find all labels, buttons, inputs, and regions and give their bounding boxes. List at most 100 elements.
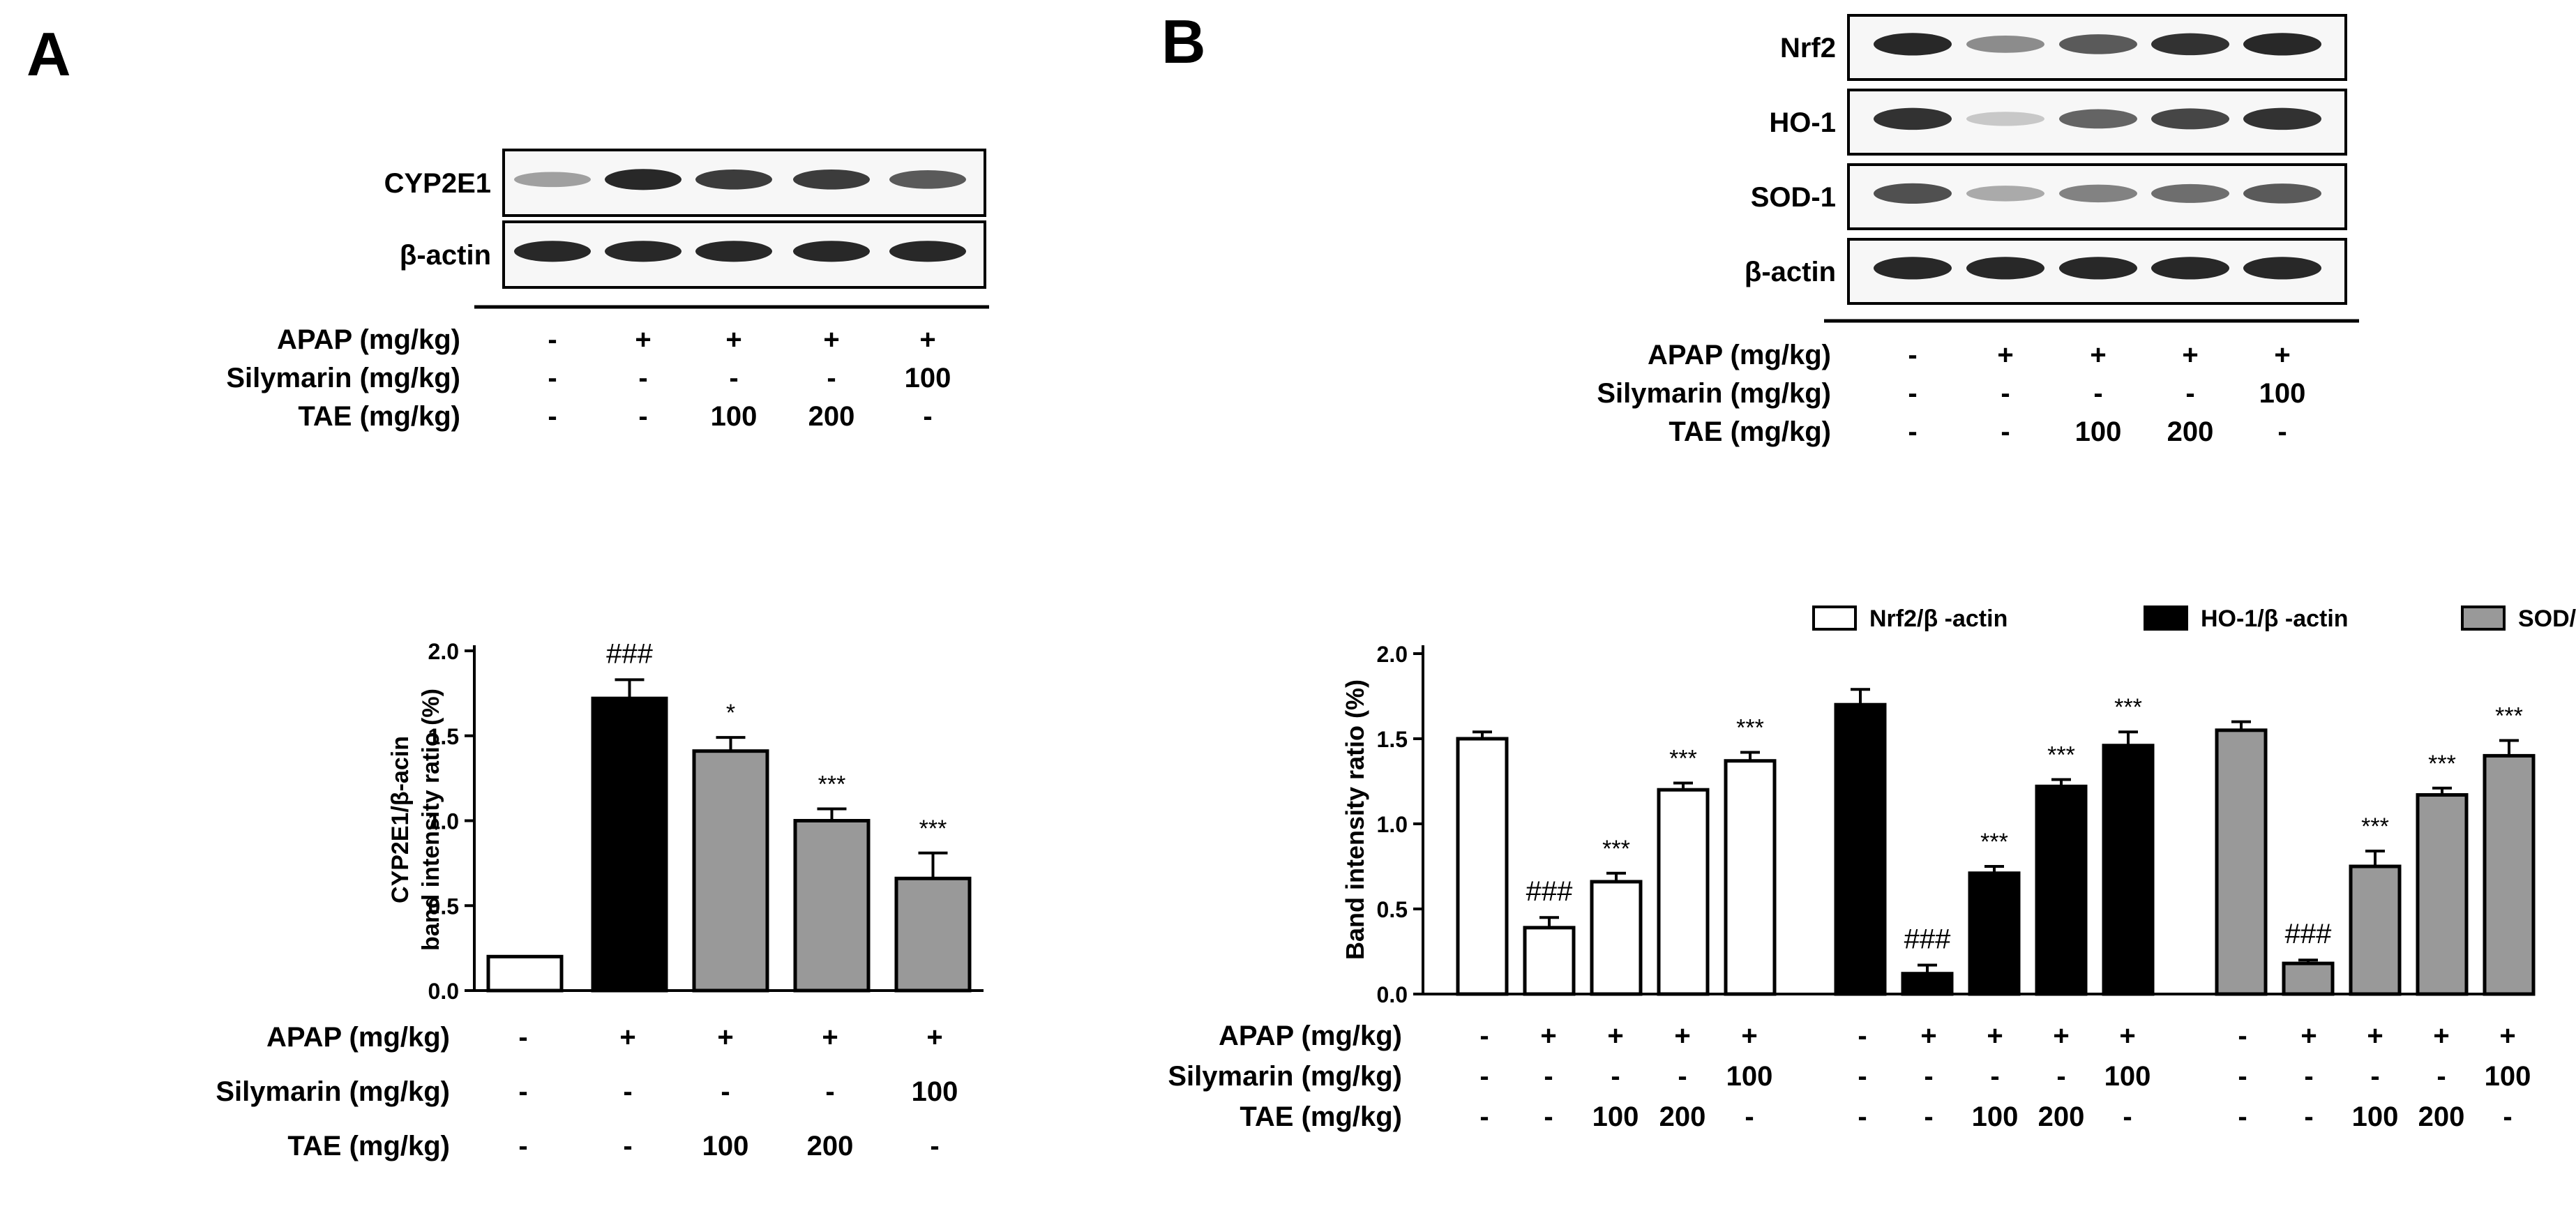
treatment-cell: 100 — [1726, 1061, 1773, 1092]
treatment-cell: 200 — [808, 401, 855, 432]
treatment-cell: - — [2503, 1101, 2512, 1132]
treatment-cell: - — [1479, 1101, 1489, 1132]
blot-band — [793, 169, 870, 190]
y-axis-label-line: CYP2E1/β-acin — [387, 736, 414, 903]
treatment-cell: - — [2001, 416, 2010, 447]
treatment-cell: - — [930, 1131, 939, 1161]
chart-b: 0.0 0.5 1.0 1.5 2.0 ### *** *** *** ### *** *** *** #… — [1341, 606, 2576, 1007]
treatment-cell: - — [1858, 1021, 1867, 1051]
legend-swatch — [2461, 606, 2506, 631]
y-tick-label: 1.0 — [1377, 812, 1408, 837]
treatment-cell: + — [2090, 340, 2106, 370]
bar — [591, 696, 668, 993]
significance-label: *** — [818, 771, 846, 797]
treatment-cell: 200 — [1659, 1101, 1706, 1132]
blot-row-label: Nrf2 — [1780, 33, 1836, 63]
treatment-cell: + — [1674, 1021, 1690, 1051]
blot-band — [2243, 257, 2321, 280]
treatment-cell: - — [2238, 1061, 2247, 1092]
treatment-cell: - — [623, 1076, 632, 1107]
treatment-cell: - — [518, 1022, 527, 1053]
significance-label: ### — [1904, 924, 1951, 955]
panel-label-b: B — [1161, 7, 1206, 76]
treatment-cell: 200 — [807, 1131, 854, 1161]
treatment-cell: - — [623, 1131, 632, 1161]
treatment-cell: + — [619, 1022, 635, 1053]
blot-row-label: HO-1 — [1769, 107, 1836, 138]
bar — [2416, 793, 2469, 996]
treatment-cell: - — [1678, 1061, 1687, 1092]
significance-label: *** — [2495, 702, 2523, 729]
bar — [1657, 788, 1710, 996]
blot-band — [1874, 257, 1952, 280]
treatment-cell: - — [2123, 1101, 2132, 1132]
treatment-cell: + — [2053, 1021, 2069, 1051]
y-tick-label: 2.0 — [1377, 642, 1408, 667]
blot-band — [2243, 33, 2321, 56]
legend-label: SOD/β -actin — [2518, 606, 2576, 632]
treatment-cell: - — [825, 1076, 834, 1107]
y-tick-label: 0.0 — [1377, 982, 1408, 1007]
treatment-cell: 100 — [2075, 416, 2122, 447]
blot-band — [2059, 34, 2137, 54]
blot-band — [1966, 36, 2044, 53]
significance-label: ### — [606, 638, 653, 669]
bar — [692, 749, 769, 993]
blot-band — [1966, 186, 2044, 202]
y-tick-label: 0.0 — [428, 979, 459, 1004]
bar — [1523, 926, 1576, 996]
treatment-cell: + — [1540, 1021, 1556, 1051]
treatment-cell: 200 — [2167, 416, 2214, 447]
treatment-cell: - — [2056, 1061, 2065, 1092]
treatment-cell: - — [1908, 378, 1917, 409]
treatment-cell: - — [1745, 1101, 1754, 1132]
treatment-cell: - — [1858, 1061, 1867, 1092]
y-axis-label-line: band intensity ratio (%) — [418, 689, 444, 951]
bar — [486, 954, 564, 993]
western-blot-b: Nrf2 HO-1 SOD-1 β-actin — [1745, 14, 2359, 323]
blot-band — [2059, 109, 2137, 129]
treatment-cell: - — [1858, 1101, 1867, 1132]
blot-band — [695, 169, 772, 190]
treatment-cell: + — [2119, 1021, 2135, 1051]
significance-label: *** — [2428, 751, 2456, 777]
y-tick-label: 1.5 — [1377, 727, 1408, 752]
treatment-label: TAE (mg/kg) — [298, 401, 460, 432]
blot-band — [2151, 257, 2229, 280]
treatment-cell: - — [2238, 1101, 2247, 1132]
legend-swatch — [2144, 606, 2188, 631]
treatment-cell: + — [822, 1022, 838, 1053]
treatment-cell: + — [1997, 340, 2013, 370]
treatment-cell: + — [1741, 1021, 1757, 1051]
y-tick-label: 0.5 — [428, 894, 459, 919]
treatment-label: Silymarin (mg/kg) — [226, 363, 460, 393]
treatment-label: TAE (mg/kg) — [287, 1131, 450, 1161]
legend-label: Nrf2/β -actin — [1869, 606, 2008, 632]
treatment-cell: - — [2093, 378, 2102, 409]
panel-label-a: A — [27, 20, 71, 89]
treatment-cell: + — [1920, 1021, 1936, 1051]
treatment-cell: + — [1987, 1021, 2003, 1051]
treatment-cell: - — [548, 363, 557, 393]
treatment-cell: 100 — [2485, 1061, 2531, 1092]
treatment-cell: + — [725, 324, 741, 355]
significance-label: *** — [2361, 813, 2389, 840]
treatment-cell: - — [721, 1076, 730, 1107]
treatment-cell: 200 — [2418, 1101, 2465, 1132]
y-tick-label: 0.5 — [1377, 897, 1408, 922]
treatment-label: APAP (mg/kg) — [1648, 340, 1831, 370]
significance-label: *** — [2047, 742, 2075, 769]
treatment-cell: - — [2370, 1061, 2379, 1092]
treatment-cell: 100 — [905, 363, 951, 393]
treatment-cell: 100 — [912, 1076, 958, 1107]
treatment-cell: 100 — [2259, 378, 2306, 409]
bar — [2282, 961, 2335, 996]
treatment-label: Silymarin (mg/kg) — [216, 1076, 450, 1107]
blot-band — [605, 241, 681, 262]
treatment-label: Silymarin (mg/kg) — [1168, 1061, 1402, 1092]
bar — [793, 819, 871, 993]
treatment-cell: - — [923, 401, 932, 432]
blot-band — [2151, 33, 2229, 56]
blot-band — [2243, 107, 2321, 130]
